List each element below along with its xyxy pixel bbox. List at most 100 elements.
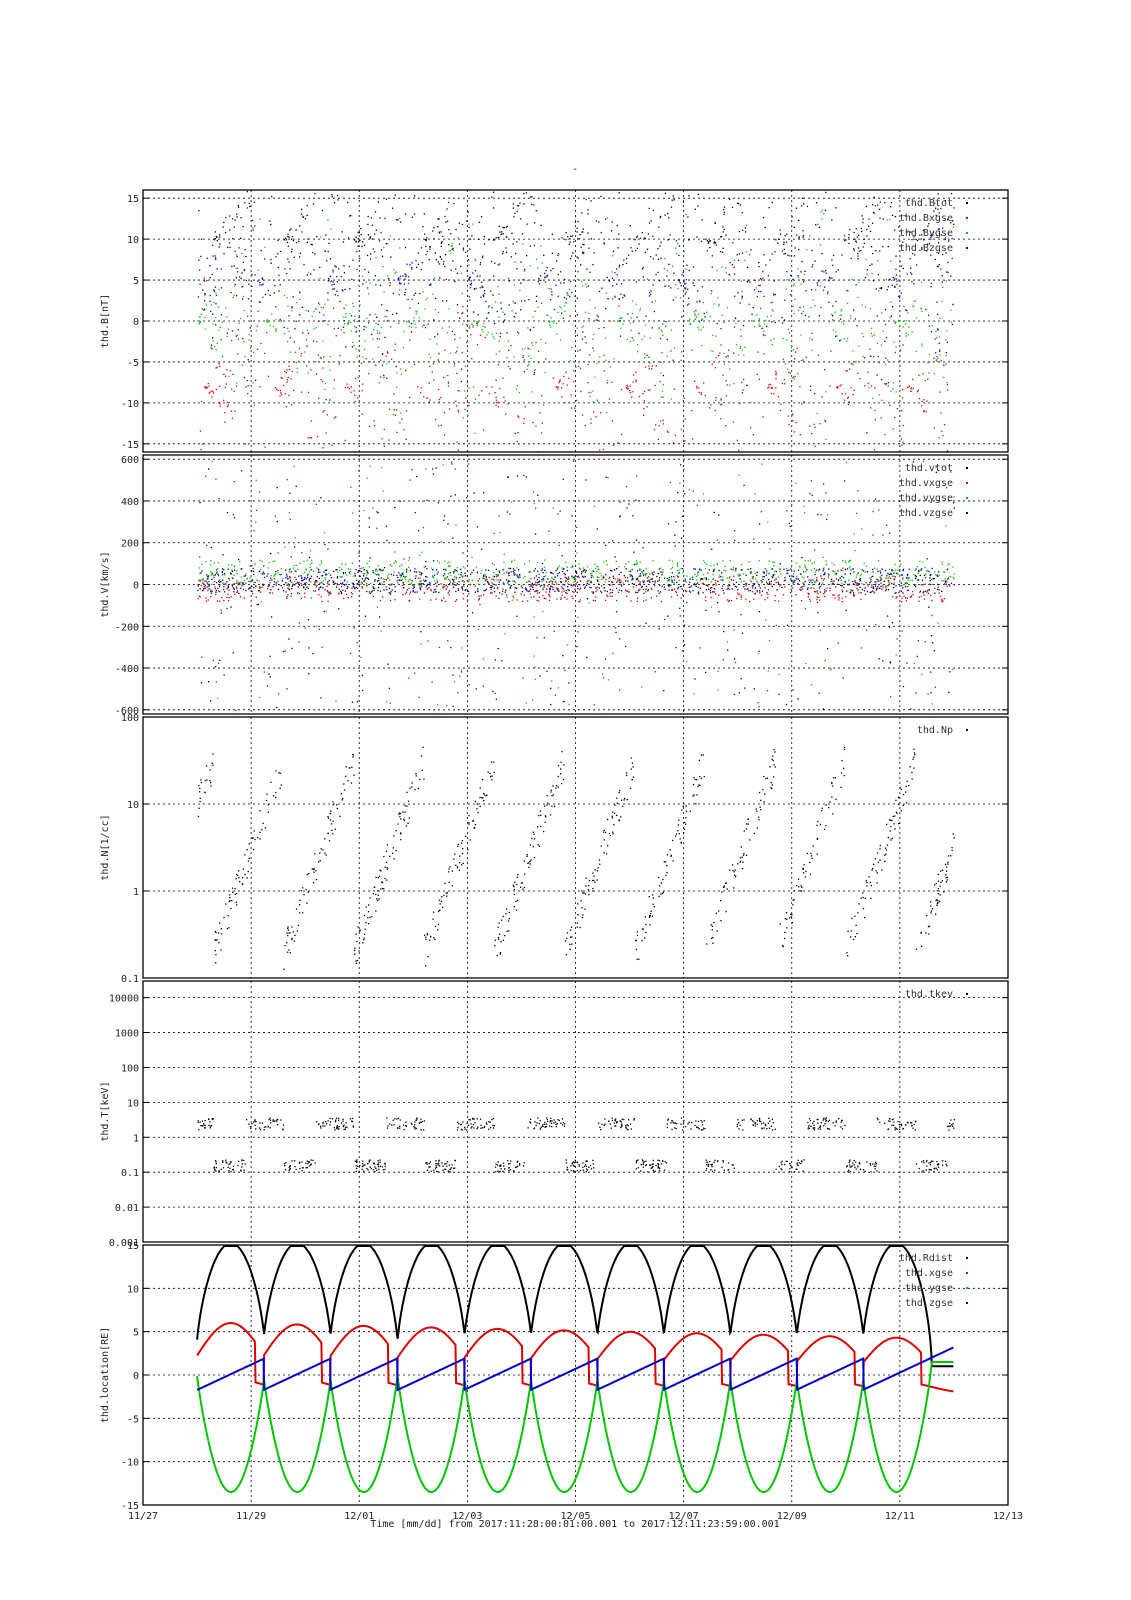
- data-point: [871, 584, 873, 586]
- data-point: [874, 585, 876, 587]
- data-point: [851, 278, 853, 280]
- data-point: [902, 568, 904, 571]
- data-point: [557, 254, 559, 257]
- data-point: [328, 242, 330, 245]
- data-point: [702, 301, 704, 304]
- data-point: [216, 571, 218, 573]
- data-point: [732, 242, 734, 244]
- data-point: [712, 573, 714, 576]
- data-point: [937, 622, 939, 624]
- data-point: [684, 418, 686, 420]
- data-point: [499, 335, 501, 338]
- data-point: [650, 220, 652, 222]
- data-point: [882, 584, 884, 586]
- data-point: [722, 226, 724, 228]
- data-point: [283, 590, 285, 592]
- data-point: [918, 600, 920, 602]
- data-point: [367, 372, 370, 375]
- data-point: [298, 582, 300, 584]
- data-point: [479, 262, 482, 264]
- data-point: [579, 568, 581, 570]
- data-point: [475, 566, 478, 568]
- series-points-bzgse: [197, 193, 955, 401]
- data-point: [725, 395, 727, 397]
- data-point: [872, 252, 874, 255]
- data-point: [444, 434, 446, 436]
- data-point: [672, 566, 674, 569]
- data-point: [616, 273, 618, 276]
- data-point: [648, 295, 651, 297]
- data-point: [917, 579, 919, 581]
- data-point: [569, 241, 571, 243]
- data-point: [253, 201, 255, 203]
- data-point: [712, 334, 714, 337]
- page-title: -: [572, 164, 578, 175]
- data-point: [563, 590, 565, 592]
- data-point: [537, 280, 539, 283]
- data-point: [591, 570, 593, 572]
- data-point: [770, 315, 772, 317]
- data-point: [842, 570, 844, 572]
- data-point: [261, 586, 263, 588]
- data-point: [709, 315, 711, 318]
- data-point: [638, 332, 640, 334]
- data-point: [607, 379, 609, 382]
- data-point: [284, 650, 286, 652]
- data-point: [912, 461, 915, 463]
- data-point: [619, 578, 621, 581]
- data-point: [507, 365, 510, 368]
- data-point: [741, 632, 744, 634]
- data-point: [633, 563, 635, 566]
- data-point: [645, 315, 647, 317]
- data-point: [950, 193, 953, 195]
- data-point: [386, 351, 389, 353]
- data-point: [374, 211, 377, 213]
- data-point: [377, 589, 379, 592]
- data-point: [409, 583, 411, 585]
- data-point: [698, 391, 700, 394]
- data-point: [831, 562, 833, 564]
- data-point: [853, 571, 855, 573]
- data-point: [225, 307, 227, 309]
- data-point: [758, 705, 760, 708]
- data-point: [905, 335, 907, 337]
- data-point: [756, 591, 758, 593]
- data-point: [758, 611, 761, 613]
- data-point: [849, 591, 851, 594]
- data-point: [466, 589, 469, 591]
- data-point: [611, 595, 613, 597]
- data-point: [385, 243, 387, 245]
- data-point: [480, 595, 482, 597]
- data-point: [945, 280, 947, 282]
- data-point: [343, 316, 345, 318]
- data-point: [927, 225, 929, 227]
- data-point: [665, 320, 667, 323]
- data-point: [621, 433, 623, 436]
- data-point: [798, 248, 800, 251]
- data-point: [847, 290, 849, 292]
- data-point: [336, 584, 338, 586]
- data-point: [780, 403, 782, 405]
- data-point: [937, 193, 939, 195]
- data-point: [590, 422, 592, 425]
- data-point: [283, 239, 285, 241]
- data-point: [299, 291, 301, 294]
- data-point: [947, 271, 949, 274]
- data-point: [654, 671, 656, 673]
- data-point: [347, 322, 349, 324]
- data-point: [503, 396, 505, 398]
- data-point: [227, 404, 229, 406]
- data-point: [216, 600, 218, 602]
- data-point: [680, 537, 683, 539]
- data-point: [934, 338, 936, 340]
- data-point: [319, 311, 321, 313]
- data-point: [389, 235, 391, 237]
- data-point: [287, 233, 289, 235]
- data-point: [466, 309, 468, 311]
- data-point: [243, 341, 245, 343]
- data-point: [760, 307, 762, 310]
- data-point: [923, 239, 925, 241]
- data-point: [298, 575, 300, 577]
- data-point: [520, 261, 522, 263]
- data-point: [453, 320, 455, 322]
